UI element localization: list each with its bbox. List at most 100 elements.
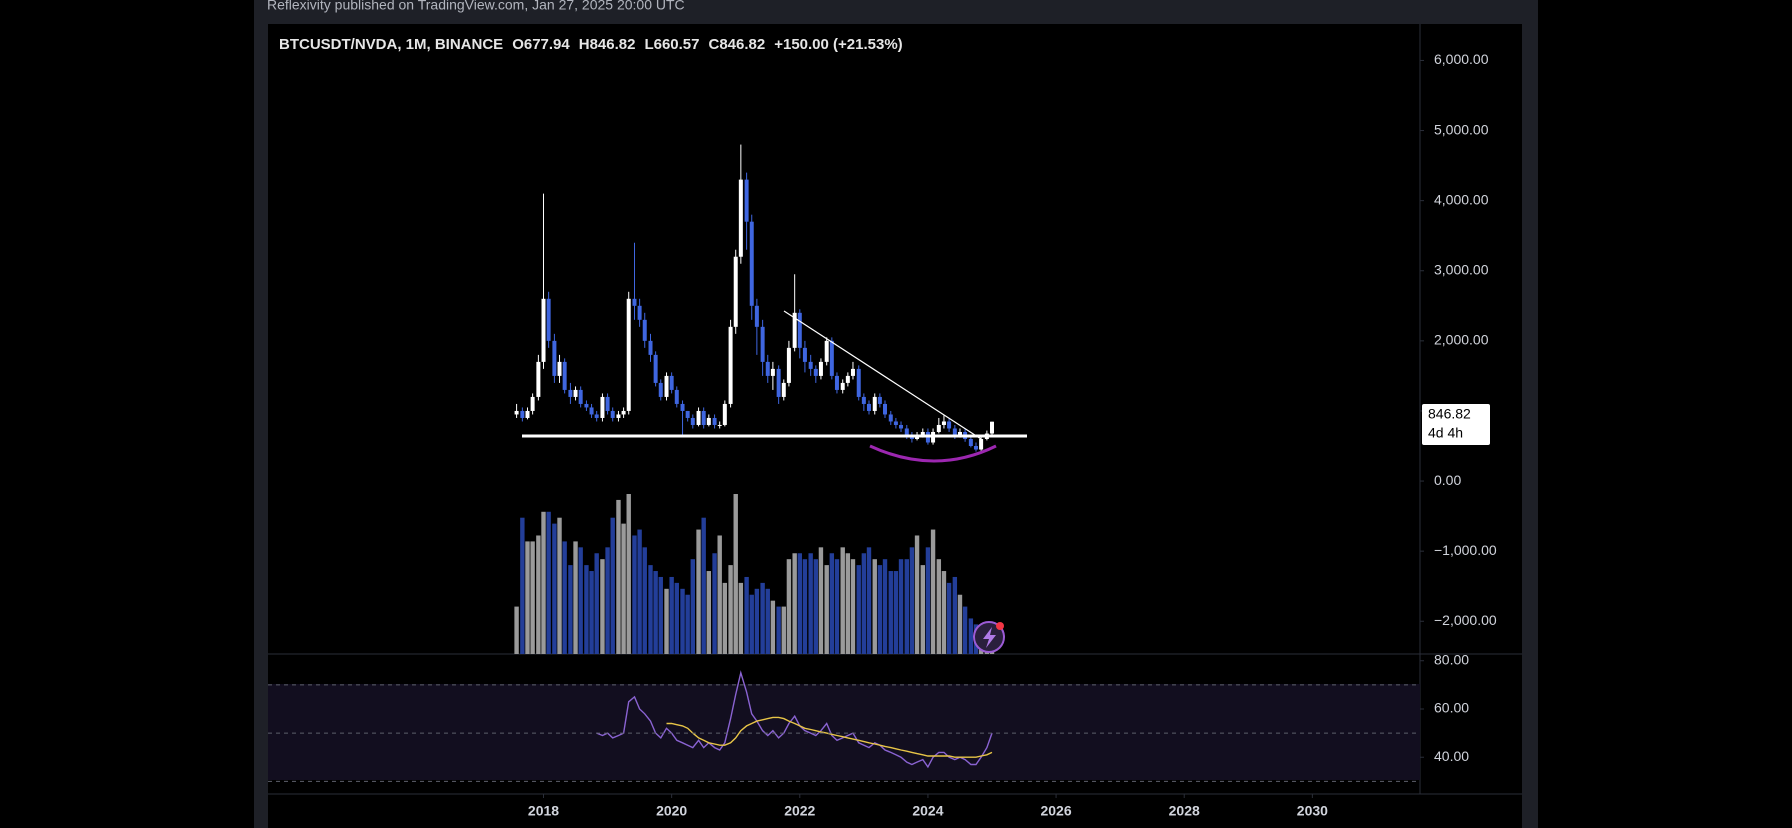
candle-body [845, 375, 850, 383]
candle-body [866, 403, 871, 411]
x-tick-label: 2028 [1169, 803, 1200, 819]
volume-bar [530, 541, 535, 654]
volume-bar [749, 594, 754, 654]
volume-bar [546, 511, 551, 654]
volume-bar [653, 571, 658, 654]
candle-body [680, 403, 685, 411]
rsi-y-tick-label: 40.00 [1434, 748, 1469, 764]
volume-bar [856, 565, 861, 654]
candle-body [610, 410, 615, 418]
volume-bar [893, 571, 899, 654]
volume-bar [818, 547, 824, 654]
candle-body [589, 407, 594, 415]
candle-body [802, 347, 807, 362]
volume-bar [840, 547, 845, 654]
legend-open: O677.94 [512, 36, 570, 53]
volume-bar [568, 565, 573, 654]
volume-bar [701, 517, 706, 654]
volume-bar [920, 565, 926, 654]
volume-bar [760, 582, 765, 654]
volume-bar [770, 600, 776, 654]
volume-bar [914, 535, 920, 654]
candle-body [840, 382, 845, 390]
candle-body [701, 410, 706, 425]
volume-bar [946, 582, 952, 654]
candle-body [712, 417, 717, 425]
volume-bar [525, 541, 530, 654]
volume-bar [930, 529, 936, 654]
candle-body [872, 396, 877, 411]
x-tick-label: 2030 [1297, 803, 1328, 819]
volume-bar [658, 576, 663, 654]
legend: BTCUSDT/NVDA, 1M, BINANCE O677.94 H846.82 L… [279, 36, 903, 53]
candle-body [957, 431, 962, 436]
candle-body [594, 414, 599, 418]
volume-bar [541, 511, 546, 654]
volume-bar [797, 553, 802, 654]
candle-body [605, 396, 610, 411]
candle-body [770, 368, 775, 376]
x-tick-label: 2018 [528, 803, 559, 819]
candle-body [776, 368, 781, 397]
candle-body [648, 340, 653, 355]
candle-body [883, 403, 888, 415]
x-tick-label: 2024 [912, 803, 943, 819]
candle-body [968, 438, 973, 447]
volume-bar [584, 565, 589, 654]
volume-bar [877, 565, 883, 654]
volume-bar [669, 576, 674, 654]
volume-bar [706, 571, 712, 654]
x-tick-label: 2022 [784, 803, 815, 819]
volume-bar [909, 547, 915, 654]
x-tick-label: 2026 [1040, 803, 1071, 819]
volume-bar [744, 576, 749, 654]
candle-body [728, 326, 733, 404]
volume-bar [621, 523, 626, 654]
volume-bar [824, 565, 829, 654]
volume-bar [696, 529, 701, 654]
y-tick-label: 5,000.00 [1434, 121, 1489, 137]
candle-body [893, 421, 898, 425]
candle-body [600, 396, 605, 418]
volume-bar [936, 559, 942, 654]
legend-symbol: BTCUSDT/NVDA, 1M, BINANCE [279, 36, 503, 53]
volume-bar [717, 535, 722, 654]
volume-bar [861, 553, 867, 654]
candle-body [760, 326, 765, 362]
candle-body [685, 410, 690, 418]
candle-body [920, 431, 925, 436]
volume-bar [786, 559, 792, 654]
publish-header: Reflexivity published on TradingView.com… [267, 0, 685, 13]
candle-body [850, 368, 855, 376]
candle-body [888, 414, 893, 422]
volume-bar [957, 594, 963, 654]
candle-body [568, 389, 573, 397]
candle-body [514, 410, 519, 415]
candle-body [818, 361, 823, 376]
y-tick-label: 6,000.00 [1434, 51, 1489, 67]
candle-body [808, 361, 813, 369]
countdown-label: 4d 4h [1428, 425, 1463, 441]
volume-bar [834, 559, 840, 654]
volume-bar [882, 559, 888, 654]
price-label-box [1422, 404, 1490, 445]
candle-body [637, 305, 642, 320]
volume-bar [904, 559, 909, 654]
candle-body [642, 319, 647, 341]
candle-body [904, 428, 909, 436]
volume-bar [738, 582, 744, 654]
candle-body [990, 421, 995, 434]
rounded-bottom-arc [869, 444, 997, 463]
candle-body [621, 410, 626, 415]
candle-body [861, 396, 866, 404]
candle-body [973, 446, 978, 450]
volume-bar [776, 606, 781, 654]
candle-body [749, 221, 754, 306]
volume-bar [765, 588, 770, 654]
volume-bar [888, 571, 893, 654]
candle-body [573, 389, 578, 397]
volume-bar [813, 559, 819, 654]
candle-body [536, 361, 541, 397]
